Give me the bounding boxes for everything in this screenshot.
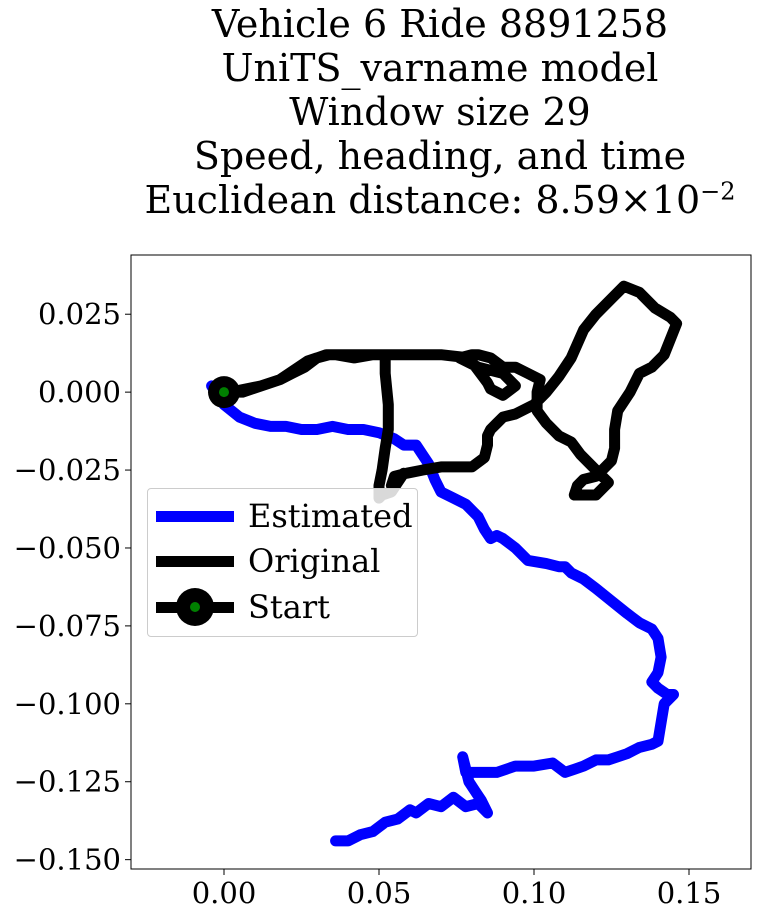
legend: Estimated Original Start (147, 488, 418, 637)
y-tick-label: −0.075 (14, 609, 121, 643)
y-tick-label: −0.050 (14, 531, 121, 565)
x-tick-label: 0.05 (347, 876, 412, 910)
plot-frame (130, 254, 752, 870)
y-tick-label: 0.025 (38, 297, 121, 331)
y-tick-label: −0.125 (14, 765, 121, 799)
series-line-estimated (206, 380, 679, 847)
legend-item-start: Start (148, 587, 417, 627)
legend-item-estimated: Estimated (148, 496, 417, 536)
series-line-original (218, 280, 683, 504)
x-tick-label: 0.10 (502, 876, 567, 910)
y-tick-label: −0.150 (14, 843, 121, 877)
y-tick-label: −0.025 (14, 453, 121, 487)
x-tick-label: 0.00 (192, 876, 257, 910)
start-marker-center (219, 387, 229, 398)
legend-start-marker (176, 588, 214, 626)
y-tick-label: −0.100 (14, 687, 121, 721)
legend-original-label: Original (248, 542, 381, 580)
title-distance-prefix: Euclidean distance: 8.59×10 (144, 178, 701, 222)
title-line-5: Euclidean distance: 8.59×10−2 (60, 178, 759, 222)
series-layer (206, 280, 683, 847)
legend-estimated-swatch (156, 511, 234, 522)
title-line-2: UniTS_varname model (221, 46, 659, 90)
legend-item-original: Original (148, 541, 417, 581)
axes-layer: 0.00 0.05 0.10 0.15 0.025 0.000 −0.025 −0.050 −0… (14, 254, 752, 910)
title-line-3: Window size 29 (289, 90, 591, 134)
x-tick-label: 0.15 (657, 876, 722, 910)
y-tick-label: 0.000 (38, 375, 121, 409)
title-line-1: Vehicle 6 Ride 8891258 (211, 2, 669, 46)
legend-start-label: Start (248, 588, 331, 626)
legend-original-swatch (156, 556, 234, 567)
title-distance-exponent: −2 (700, 177, 736, 206)
legend-estimated-label: Estimated (248, 497, 413, 535)
chart-title: Vehicle 6 Ride 8891258 UniTS_varname mod… (60, 2, 759, 222)
title-line-4: Speed, heading, and time (193, 134, 687, 178)
